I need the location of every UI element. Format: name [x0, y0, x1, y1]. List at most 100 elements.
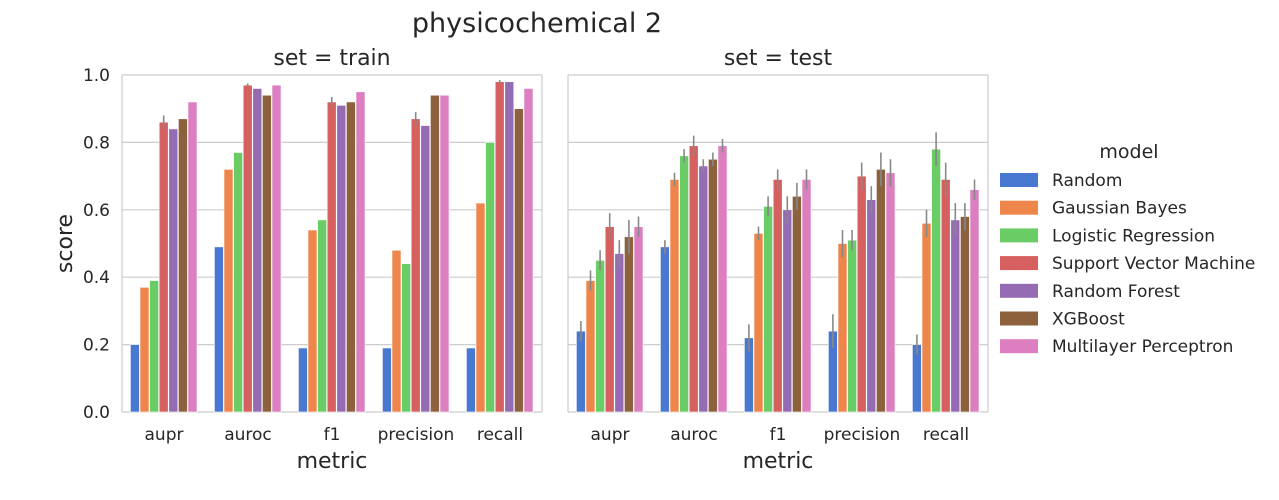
- bar: [271, 84, 282, 413]
- x-tick-label: auroc: [224, 425, 272, 445]
- bar: [336, 105, 347, 413]
- bar: [856, 175, 867, 413]
- bar: [792, 196, 802, 413]
- bar: [317, 219, 327, 413]
- bar: [391, 249, 402, 413]
- bar: [595, 260, 605, 413]
- bar: [772, 179, 783, 413]
- bar: [130, 344, 140, 413]
- bar: [940, 179, 951, 413]
- legend-swatch: [1000, 339, 1038, 354]
- legend-label: Random: [1052, 171, 1122, 191]
- bar: [504, 81, 515, 413]
- bar: [262, 94, 272, 413]
- panel-test: aupr auroc f1 precision recall set = test metr…: [567, 46, 989, 474]
- bar: [401, 263, 411, 413]
- y-tick-label: 0.2: [83, 336, 110, 356]
- y-axis-label: score: [53, 214, 78, 273]
- legend-label: Multilayer Perceptron: [1052, 337, 1233, 357]
- y-tick-label: 0.0: [83, 403, 110, 423]
- legend-label: Logistic Regression: [1052, 226, 1215, 246]
- bar: [688, 145, 699, 413]
- legend-swatch: [1000, 200, 1038, 215]
- bar: [307, 229, 318, 413]
- bar: [494, 81, 505, 413]
- x-tick-label: auroc: [670, 425, 718, 445]
- legend-swatch: [1000, 256, 1038, 271]
- bar: [298, 347, 308, 413]
- bar: [633, 226, 644, 413]
- figure-title: physicochemical 2: [412, 8, 662, 39]
- bar: [233, 152, 243, 413]
- x-tick-label: recall: [923, 425, 969, 445]
- bar: [763, 206, 773, 413]
- bar: [624, 236, 634, 413]
- bar: [969, 189, 980, 413]
- x-tick-label: f1: [324, 425, 341, 445]
- bar: [214, 246, 224, 413]
- bar: [960, 216, 970, 413]
- bar: [950, 219, 961, 413]
- bar: [242, 84, 253, 413]
- x-axis-label: metric: [743, 449, 814, 474]
- bar: [837, 243, 848, 413]
- legend-label: Random Forest: [1052, 282, 1180, 302]
- bar: [660, 246, 670, 413]
- bar: [782, 209, 793, 413]
- bar: [669, 179, 680, 413]
- bar: [679, 155, 689, 413]
- bar: [252, 88, 263, 413]
- bar: [139, 287, 150, 413]
- bar: [355, 91, 366, 413]
- legend-label: Support Vector Machine: [1052, 254, 1255, 274]
- y-tick-label: 0.8: [83, 133, 110, 153]
- panel-title: set = test: [724, 46, 833, 71]
- bar: [717, 145, 728, 413]
- x-tick-label: aupr: [591, 425, 630, 445]
- x-tick-label: recall: [477, 425, 523, 445]
- bar: [485, 142, 495, 413]
- y-tick-label: 1.0: [83, 66, 110, 86]
- bar: [158, 121, 169, 413]
- bar: [801, 179, 812, 413]
- x-tick-label: aupr: [145, 425, 184, 445]
- bar: [885, 172, 896, 413]
- bar: [149, 280, 159, 413]
- x-tick-label: precision: [824, 425, 901, 445]
- bar: [931, 148, 941, 413]
- bar: [466, 347, 476, 413]
- bar: [410, 118, 421, 413]
- legend-title: model: [1099, 141, 1158, 163]
- x-axis-label: metric: [297, 449, 368, 474]
- bar: [420, 125, 431, 413]
- bar: [514, 108, 524, 413]
- bar: [178, 118, 188, 413]
- bar: [576, 330, 586, 413]
- bar: [187, 101, 198, 413]
- bar: [168, 128, 179, 413]
- bar: [698, 165, 709, 413]
- bar: [753, 233, 764, 413]
- bar: [866, 199, 877, 413]
- x-tick-label: precision: [378, 425, 455, 445]
- x-tick-label: f1: [770, 425, 787, 445]
- bar: [708, 158, 718, 413]
- bar: [223, 169, 234, 413]
- bar: [876, 169, 886, 413]
- legend-swatch: [1000, 283, 1038, 298]
- bar: [382, 347, 392, 413]
- panel-train: 0.0 0.2 0.4 0.6 0.8 1.0 aupr auroc f1 precision re…: [53, 46, 543, 474]
- bar: [439, 94, 450, 413]
- legend-label: XGBoost: [1052, 310, 1125, 330]
- legend: model Random Gaussian Bayes Logistic Regre…: [1000, 141, 1255, 357]
- bar: [585, 280, 596, 413]
- bar: [326, 101, 337, 413]
- bar: [614, 253, 625, 413]
- bar: [523, 88, 534, 413]
- panel-title: set = train: [273, 46, 390, 71]
- y-tick-label: 0.6: [83, 201, 110, 221]
- legend-swatch: [1000, 311, 1038, 326]
- bar: [346, 101, 356, 413]
- bar: [475, 202, 486, 413]
